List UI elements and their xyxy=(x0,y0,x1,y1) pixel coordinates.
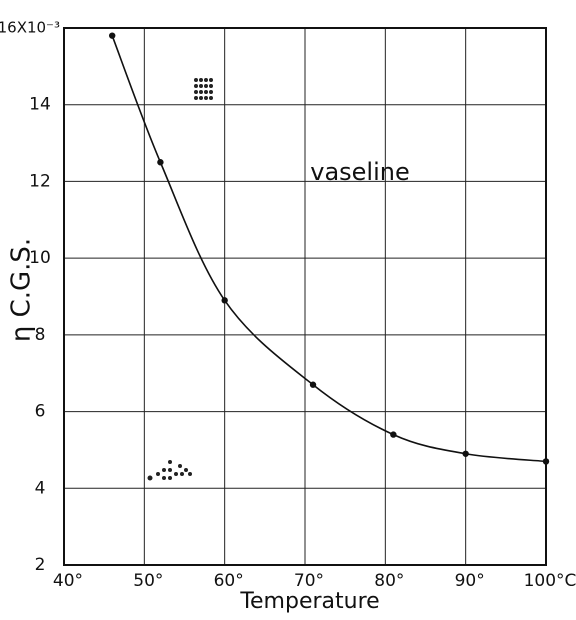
y-tick-label: 8 xyxy=(35,325,46,345)
data-point xyxy=(157,159,164,166)
data-point xyxy=(109,32,116,39)
x-tick-label: 100°C xyxy=(524,571,576,591)
annotation-bg xyxy=(290,155,430,189)
x-tick-label: 80° xyxy=(374,571,404,591)
data-point xyxy=(309,381,317,388)
dot-pattern-square xyxy=(194,78,213,100)
y-axis-label: η C.G.S. xyxy=(7,238,37,342)
data-point xyxy=(542,458,550,465)
x-tick-label: 90° xyxy=(455,571,485,591)
y-tick-label: 10 xyxy=(29,248,51,268)
plot-frame xyxy=(63,27,547,566)
dot-pattern-scatter xyxy=(147,460,192,481)
y-tick-label: 6 xyxy=(35,402,46,422)
data-point xyxy=(221,297,228,304)
x-tick-label: 70° xyxy=(294,571,324,591)
data-point xyxy=(390,431,397,438)
data-point xyxy=(462,450,469,457)
y-tick-label: 2 xyxy=(35,555,46,575)
y-tick-label: 12 xyxy=(29,171,51,191)
x-tick-label: 50° xyxy=(133,571,163,591)
x-axis-label: Temperature xyxy=(239,589,379,614)
x-tick-label: 60° xyxy=(214,571,244,591)
y-tick-label: 14 xyxy=(29,95,51,115)
y-tick-label: 16X10⁻³ xyxy=(0,19,60,37)
y-tick-label: 4 xyxy=(35,478,46,498)
x-tick-label: 40° xyxy=(53,571,83,591)
